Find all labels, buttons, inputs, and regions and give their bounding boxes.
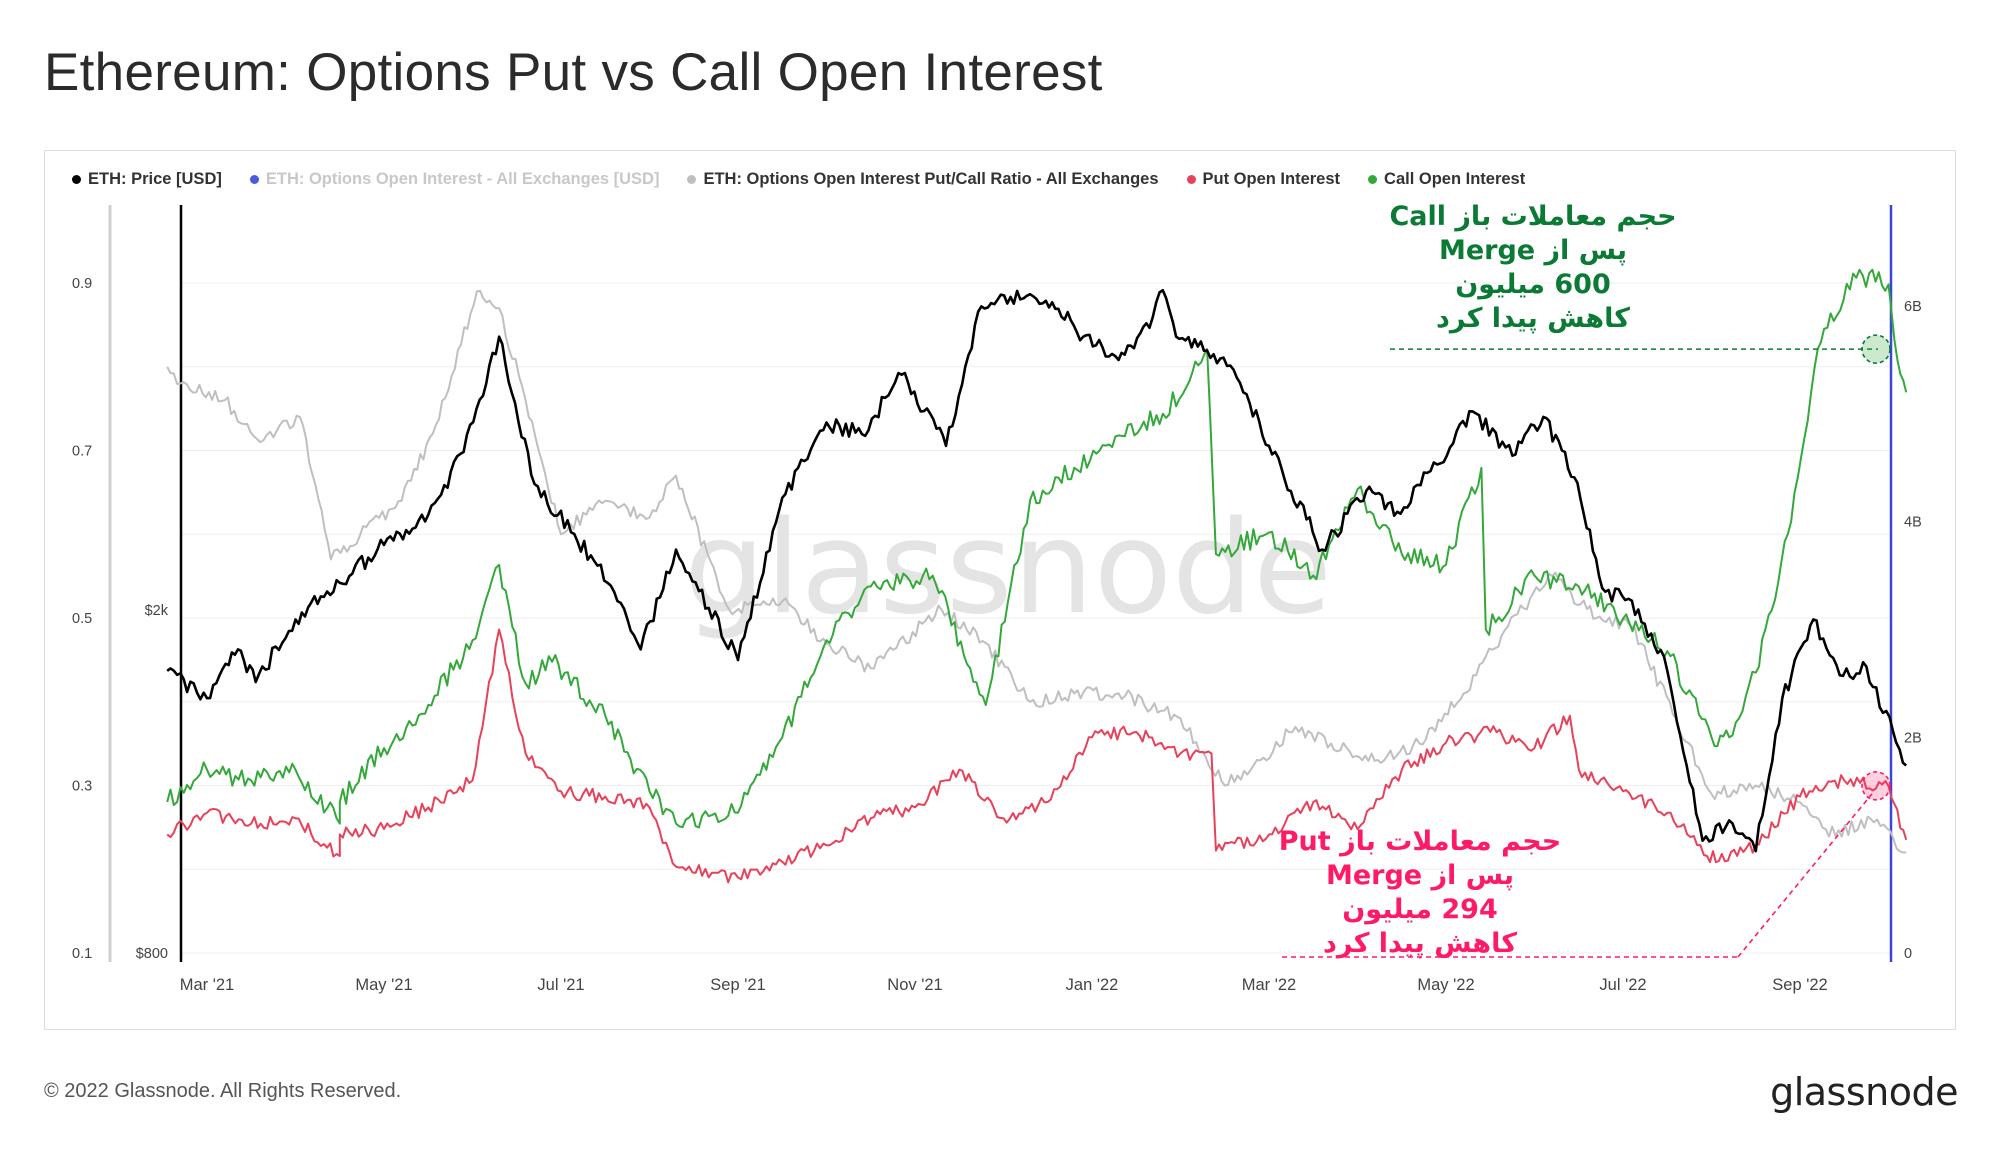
- legend-label-put-call-ratio: ETH: Options Open Interest Put/Call Rati…: [703, 169, 1159, 188]
- x-tick-label: Mar '22: [1242, 976, 1297, 994]
- call-annotation-text-line: پس از Merge: [1439, 235, 1627, 266]
- legend-item-put-call-ratio[interactable]: ETH: Options Open Interest Put/Call Rati…: [687, 169, 1159, 189]
- page-title: Ethereum: Options Put vs Call Open Inter…: [44, 43, 1103, 102]
- legend-swatch-open-interest: [249, 174, 259, 184]
- legend-label-price: ETH: Price [USD]: [88, 169, 222, 188]
- legend-item-price[interactable]: ETH: Price [USD]: [72, 170, 222, 189]
- legend-swatch-price: [72, 174, 81, 184]
- series-line-call-oi: [166, 268, 1908, 829]
- y-tick-label-right: 2B: [1904, 730, 1922, 746]
- legend-item-call-oi[interactable]: Call Open Interest: [1368, 170, 1525, 189]
- x-tick-label: Jul '22: [1599, 976, 1646, 994]
- put-annotation-marker: [1861, 771, 1891, 801]
- y-tick-label-price: $2k: [145, 603, 169, 619]
- y-tick-label-ratio: 0.3: [72, 779, 92, 795]
- legend-swatch-put-call-ratio: [687, 174, 697, 184]
- y-tick-label-price: $800: [136, 946, 168, 962]
- put-annotation-text-line: 294 میلیون: [1342, 894, 1498, 925]
- x-tick-label: Sep '22: [1772, 976, 1827, 994]
- series-line-put-oi: [166, 628, 1908, 884]
- y-tick-label-ratio: 0.5: [72, 611, 92, 627]
- y-tick-label-right: 6B: [1904, 299, 1922, 315]
- y-tick-label-ratio: 0.9: [72, 276, 92, 292]
- legend-item-open-interest[interactable]: ETH: Options Open Interest - All Exchang…: [249, 169, 660, 189]
- series-line-price: [166, 288, 1908, 853]
- call-annotation-text-line: کاهش پیدا کرد: [1436, 303, 1630, 334]
- legend-label-put-oi: Put Open Interest: [1202, 169, 1341, 188]
- x-tick-label: Mar '21: [180, 976, 235, 994]
- x-tick-label: Nov '21: [887, 976, 942, 994]
- call-annotation-marker: [1861, 334, 1891, 364]
- footer-copyright: © 2022 Glassnode. All Rights Reserved.: [44, 1080, 402, 1102]
- legend-label-call-oi: Call Open Interest: [1384, 169, 1526, 188]
- put-annotation-text-line: کاهش پیدا کرد: [1323, 928, 1517, 959]
- legend-label-open-interest: ETH: Options Open Interest - All Exchang…: [265, 169, 660, 188]
- x-tick-label: Jan '22: [1066, 976, 1119, 994]
- legend-swatch-put-oi: [1186, 174, 1196, 184]
- watermark: glassnode: [684, 494, 1332, 643]
- call-annotation-text-line: 600 میلیون: [1455, 269, 1611, 300]
- chart-legend: ETH: Price [USD] ETH: Options Open Inter…: [72, 168, 1553, 190]
- glassnode-logo: glassnode: [1770, 1070, 1958, 1114]
- legend-swatch-call-oi: [1368, 174, 1378, 184]
- put-annotation-text-line: حجم معاملات باز Put: [1279, 826, 1561, 857]
- put-annotation-pointer: [1737, 793, 1873, 958]
- y-tick-label-right: 4B: [1904, 515, 1922, 531]
- y-tick-label-ratio: 0.1: [72, 946, 92, 962]
- x-tick-label: Jul '21: [537, 976, 584, 994]
- call-annotation-text-line: حجم معاملات باز Call: [1389, 201, 1676, 232]
- gridlines: [182, 282, 1890, 954]
- x-tick-label: May '21: [355, 976, 412, 994]
- y-tick-label-ratio: 0.7: [72, 444, 92, 460]
- x-tick-label: Sep '21: [710, 976, 765, 994]
- x-tick-label: May '22: [1417, 976, 1474, 994]
- put-annotation-text-line: پس از Merge: [1326, 860, 1514, 891]
- legend-item-put-oi[interactable]: Put Open Interest: [1186, 169, 1341, 189]
- y-tick-label-right: 0: [1904, 946, 1912, 962]
